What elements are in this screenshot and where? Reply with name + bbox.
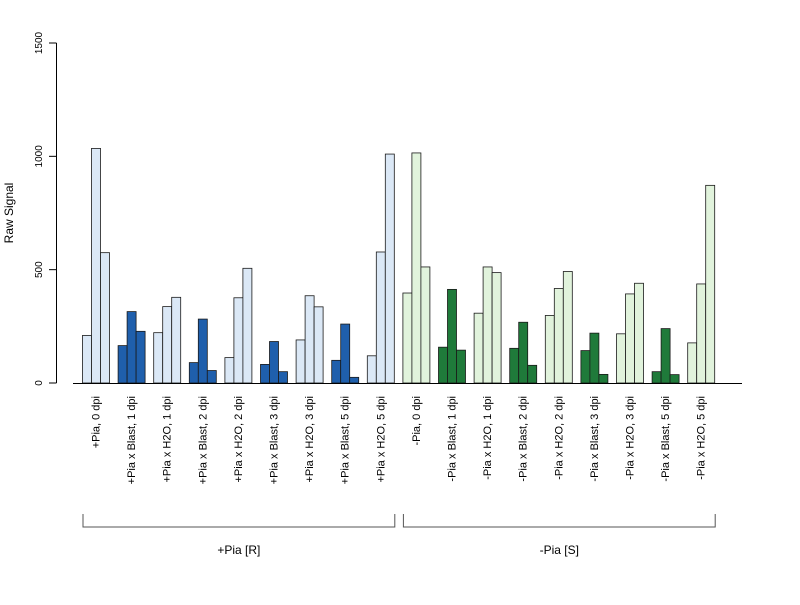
y-tick-label: 1500 (34, 31, 45, 54)
group-brackets: +Pia [R] -Pia [S] (82, 514, 716, 557)
bar (91, 147, 101, 384)
bar (278, 371, 288, 384)
bar (135, 330, 146, 384)
bar (233, 297, 244, 384)
bar (518, 321, 529, 384)
bar (242, 267, 253, 384)
bar (126, 311, 137, 384)
x-tick-label: +Pia x H2O, 2 dpi (233, 396, 245, 483)
bar (384, 153, 395, 384)
x-tick-label: -Pia x Blast, 5 dpi (660, 396, 672, 482)
bar (473, 312, 484, 384)
bar (313, 306, 324, 384)
bar (162, 306, 173, 384)
x-tick-label: -Pia, 0 dpi (411, 396, 423, 446)
x-tick-label: -Pia x H2O, 1 dpi (482, 396, 494, 480)
bar (456, 349, 466, 384)
bar (625, 293, 635, 384)
x-tick-label: -Pia x Blast, 2 dpi (518, 396, 530, 482)
bar (509, 347, 520, 384)
bar (188, 362, 199, 384)
x-tick-label: -Pia x H2O, 3 dpi (625, 396, 637, 480)
bar (82, 334, 92, 384)
bar (260, 364, 270, 384)
x-tick-label: +Pia x Blast, 2 dpi (197, 396, 209, 484)
bar (527, 364, 538, 384)
bar (634, 282, 644, 384)
bar (589, 332, 600, 384)
bar (447, 288, 457, 384)
x-axis-tick-labels: +Pia, 0 dpi +Pia x Blast, 1 dpi +Pia x H2O… (91, 396, 708, 484)
x-tick-label: +Pia x Blast, 3 dpi (269, 396, 281, 484)
bar (153, 332, 164, 384)
bar (580, 350, 591, 384)
x-tick-label: +Pia x H2O, 1 dpi (162, 396, 174, 483)
bar (616, 333, 626, 384)
y-tick-label: 1000 (34, 145, 45, 168)
bar (411, 152, 422, 384)
x-tick-label: -Pia x Blast, 1 dpi (447, 396, 459, 482)
x-tick-label: +Pia x Blast, 1 dpi (126, 396, 138, 484)
bars-layer (82, 147, 716, 384)
bar (705, 184, 716, 384)
bar (295, 339, 306, 384)
bar (206, 370, 217, 384)
bar (562, 271, 573, 384)
bar (553, 288, 564, 384)
bar (224, 357, 235, 384)
bar (660, 328, 671, 384)
bar (544, 315, 555, 384)
y-tick-label: 500 (34, 261, 45, 278)
x-tick-label: +Pia x Blast, 5 dpi (340, 396, 352, 484)
y-axis-label: Raw Signal (2, 183, 16, 244)
x-tick-label: +Pia, 0 dpi (91, 396, 103, 448)
group-bracket (82, 514, 396, 528)
bar (100, 252, 110, 384)
group-label: +Pia [R] (217, 543, 260, 557)
bar (651, 371, 662, 384)
x-tick-label: -Pia x Blast, 3 dpi (589, 396, 601, 482)
bar (669, 374, 680, 384)
bar (687, 342, 698, 384)
x-tick-label: +Pia x H2O, 3 dpi (304, 396, 316, 483)
bar (304, 295, 315, 384)
y-tick-label: 0 (34, 380, 45, 386)
group-bracket (402, 514, 716, 528)
bar (171, 296, 182, 384)
x-tick-label: -Pia x H2O, 5 dpi (696, 396, 708, 480)
bar (482, 266, 493, 384)
x-tick-label: -Pia x H2O, 2 dpi (553, 396, 565, 480)
bar (696, 283, 707, 384)
bar (269, 341, 279, 384)
y-axis-ticks: 0 500 1000 1500 (34, 31, 57, 386)
bar (349, 376, 360, 384)
bar (366, 355, 377, 384)
bar (375, 251, 386, 384)
x-tick-label: +Pia x H2O, 5 dpi (375, 396, 387, 483)
bar (117, 345, 128, 384)
group-label: -Pia [S] (540, 543, 579, 557)
bar (491, 272, 502, 384)
bar (420, 266, 431, 384)
bar (331, 359, 342, 384)
bar (438, 346, 448, 384)
bar (197, 318, 208, 384)
bar (402, 292, 413, 384)
bar (598, 373, 609, 384)
bar (340, 323, 351, 384)
